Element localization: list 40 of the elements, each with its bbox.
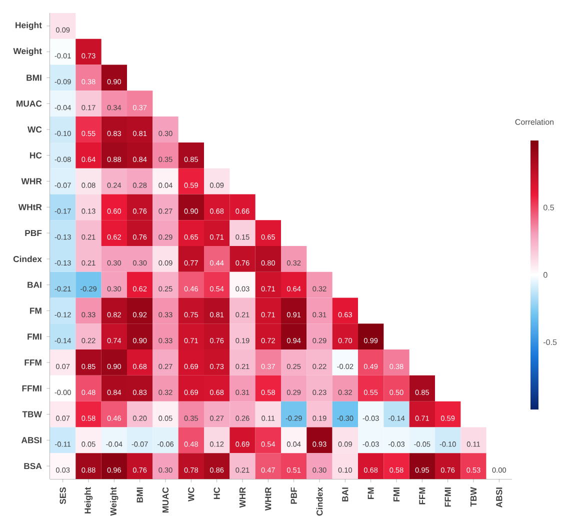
x-tick-label: FMI: [394, 488, 400, 502]
y-tick-label: HC: [30, 152, 42, 158]
x-tick-label: HC: [214, 487, 220, 499]
color-bar-title: Correlation: [515, 118, 554, 125]
y-tick-label: PBF: [25, 230, 42, 236]
y-tick-label: WC: [28, 126, 42, 133]
y-tick-label: Cindex: [13, 256, 42, 262]
x-tick-label: FFM: [419, 488, 426, 504]
y-tick-label: BAI: [28, 282, 42, 288]
x-tick-label: ABSI: [496, 488, 502, 508]
y-tick-label: ABSI: [21, 437, 42, 444]
y-tick-label: FFMI: [22, 385, 42, 392]
x-tick-label: Cindex: [316, 487, 323, 516]
color-bar-label: 0: [543, 272, 548, 278]
x-tick-label: Height: [84, 487, 93, 514]
x-tick-label: WHtR: [265, 487, 272, 511]
y-tick-label: Height: [16, 22, 42, 30]
y-tick-label: Weight: [13, 48, 42, 56]
y-tick-label: WHR: [21, 178, 42, 184]
y-tick-label: BMI: [26, 74, 42, 81]
y-tick-label: WHtR: [18, 204, 42, 210]
x-tick-label: FM: [368, 488, 374, 499]
x-tick-label: BMI: [136, 488, 143, 502]
x-tick-label: WC: [188, 487, 194, 502]
x-tick-label: FFMI: [444, 488, 451, 507]
x-tick-label: BAI: [342, 488, 348, 502]
y-tick-label: FMI: [28, 334, 42, 340]
x-tick-label: SES: [60, 487, 66, 504]
x-tick-label: TBW: [470, 487, 476, 507]
x-tick-label: MUAC: [162, 487, 169, 512]
y-tick-label: BSA: [24, 462, 42, 470]
x-tick-label: Weight: [110, 487, 118, 516]
y-tick-label: MUAC: [16, 100, 42, 107]
color-bar-label: -0.5: [544, 339, 557, 346]
color-bar-label: 0.5: [543, 204, 554, 210]
y-tick-label: FM: [30, 308, 42, 314]
y-tick-label: FFM: [24, 360, 42, 366]
x-tick-label: WHR: [240, 487, 246, 508]
y-tick-label: TBW: [22, 411, 42, 418]
x-tick-label: PBF: [290, 487, 297, 504]
